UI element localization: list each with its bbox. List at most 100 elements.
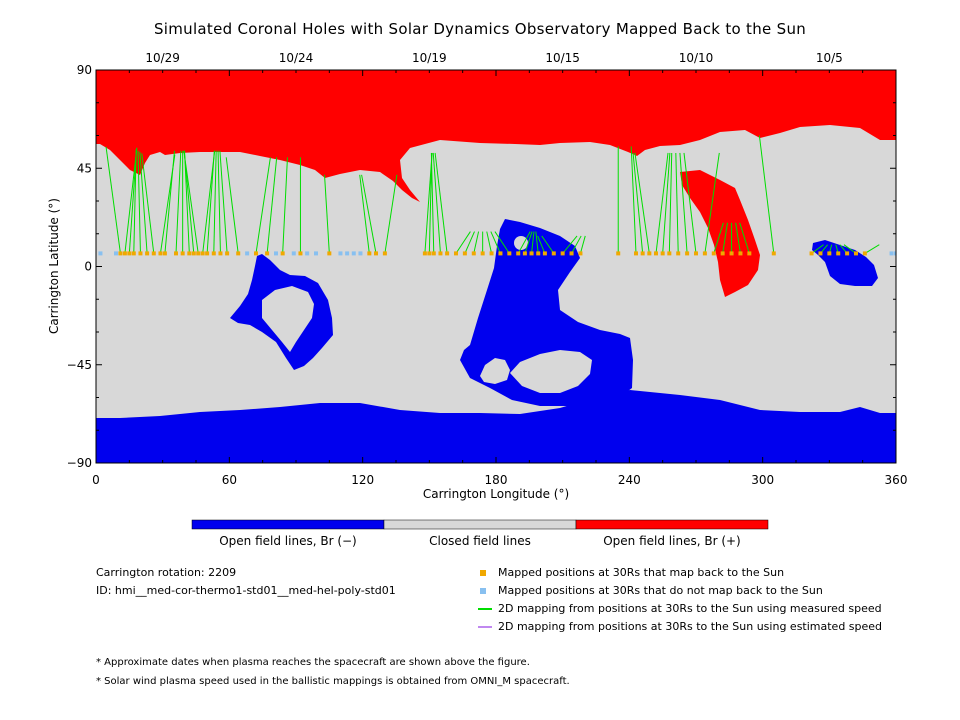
mapped-position-point [462, 251, 467, 256]
mapping-line [722, 222, 728, 254]
mapped-position-point [138, 251, 143, 256]
x-tick-label: 180 [485, 473, 508, 487]
mapped-position-point [578, 251, 583, 256]
x-tick-label: 60 [222, 473, 237, 487]
axis-ticks [95, 69, 897, 464]
mapped-position-point [298, 251, 303, 256]
legend-mapped-back: Mapped positions at 30Rs that map back t… [478, 566, 908, 580]
mapping-line [282, 157, 288, 254]
legend-not-mapped: Mapped positions at 30Rs that do not map… [478, 584, 908, 598]
chart-title: Simulated Coronal Holes with Solar Dynam… [153, 20, 807, 38]
mapped-position-point [151, 251, 156, 256]
mapped-position-point [862, 251, 867, 256]
mapped-position-point [327, 251, 332, 256]
mapping-line [486, 231, 493, 254]
top-date-labels: 10/29 10/24 10/19 10/15 10/10 10/5 [145, 51, 842, 65]
mapped-position-point [536, 251, 541, 256]
closed-island-2c [514, 236, 528, 250]
closed-island-1 [262, 286, 314, 352]
unmapped-position-point [338, 251, 343, 256]
unmapped-position-point [889, 251, 894, 256]
unmapped-position-point [351, 251, 356, 256]
mapping-line [679, 152, 688, 254]
y-tick-label: 45 [77, 161, 92, 175]
mapped-position-point [131, 251, 136, 256]
mapping-line [266, 157, 278, 254]
mapped-position-point [200, 251, 205, 256]
unmapped-position-point [274, 251, 278, 256]
mapping-line [668, 152, 673, 254]
colorbar-label-closed: Closed field lines [429, 534, 531, 548]
mapping-line [662, 152, 671, 254]
mapped-position-point [720, 251, 725, 256]
mapping-line [634, 152, 650, 254]
mapped-position-point [374, 251, 378, 256]
mapping-line [473, 231, 480, 254]
mapped-position-point [205, 251, 210, 256]
colorbar-label-negative: Open field lines, Br (−) [219, 534, 357, 548]
mapped-position-point [634, 251, 638, 256]
mapped-position-point [738, 251, 743, 256]
mapped-position-point [280, 251, 285, 256]
mapping-line [175, 150, 182, 254]
mapped-position-point [422, 251, 427, 256]
mapped-position-point [516, 251, 521, 256]
y-tick-labels: 90 45 0 −45 −90 [67, 63, 92, 470]
mapping-line [384, 174, 398, 254]
mapping-line [541, 235, 555, 254]
legend-square-orange-icon [480, 570, 486, 576]
y-tick-label: 0 [84, 260, 92, 274]
mapped-position-point [187, 251, 192, 256]
mapped-position-point [158, 251, 163, 256]
mapping-line [490, 231, 501, 254]
mapped-position-point [174, 251, 178, 256]
mapping-line [255, 157, 271, 254]
mapped-position-point [685, 251, 690, 256]
mapping-line [632, 152, 644, 254]
mapped-position-point [438, 251, 443, 256]
x-axis-label: Carrington Longitude (°) [423, 487, 569, 501]
mapping-line [704, 152, 720, 254]
legend-square-blue-icon [480, 588, 486, 594]
unmapped-position-point [314, 251, 318, 256]
mapping-line [524, 231, 533, 254]
mapped-position-point [254, 251, 258, 256]
legend-line-green-icon [478, 608, 492, 610]
colorbar-closed [383, 519, 577, 530]
mapped-position-point [507, 251, 512, 256]
mapped-position-point [445, 251, 450, 256]
mapped-position-point [480, 251, 485, 256]
mapped-position-point [382, 251, 387, 256]
mapping-line [141, 153, 155, 254]
mapping-line [579, 235, 586, 254]
mapping-line [531, 231, 535, 254]
mapped-position-point [218, 251, 223, 256]
mapped-position-point [667, 251, 672, 256]
mapped-position-point [660, 251, 665, 256]
mapping-line [517, 231, 531, 254]
mapping-line [217, 150, 221, 254]
mapped-position-point [845, 251, 850, 256]
x-tick-label: 240 [618, 473, 641, 487]
mapping-line [739, 222, 750, 254]
mapped-position-point [127, 251, 132, 256]
mapping-lines [105, 135, 880, 254]
legend-estimated-speed: 2D mapping from positions at 30Rs to the… [478, 620, 908, 634]
footnote-speed-source: * Solar wind plasma speed used in the ba… [96, 676, 570, 687]
date-label: 10/10 [679, 51, 714, 65]
legend-line-purple-icon [478, 626, 492, 628]
y-tick-label: −45 [67, 358, 92, 372]
date-label: 10/15 [545, 51, 580, 65]
model-id-text: ID: hmi__med-cor-thermo1-std01__med-hel-… [96, 584, 396, 597]
south-polar-negative-region [96, 390, 896, 463]
mapped-position-point [180, 251, 185, 256]
mapping-line [324, 174, 330, 254]
mapped-position-point [367, 251, 372, 256]
mapping-line [432, 152, 441, 254]
mapped-position-point [145, 251, 150, 256]
date-label: 10/24 [279, 51, 314, 65]
carrington-rotation-text: Carrington rotation: 2209 [96, 566, 237, 579]
unmapped-points [98, 251, 896, 256]
colorbar-label-positive: Open field lines, Br (+) [603, 534, 741, 548]
x-tick-label: 0 [92, 473, 100, 487]
